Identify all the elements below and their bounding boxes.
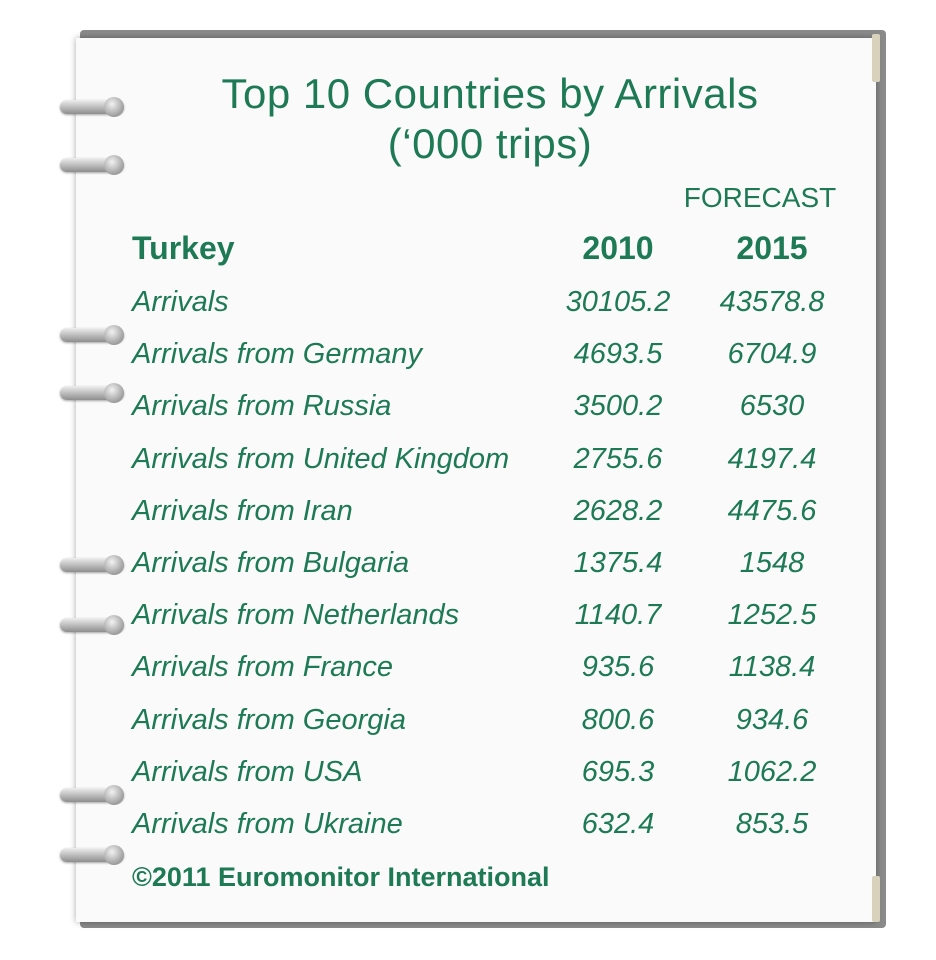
table-row: Arrivals from Russia 3500.2 6530 (0, 390, 936, 430)
row-label: Arrivals from Ukraine (132, 808, 403, 840)
notebook-page (76, 38, 876, 922)
row-label: Arrivals (132, 286, 229, 318)
value-2015: 4475.6 (727, 494, 817, 527)
row-label: Arrivals from United Kingdom (132, 442, 510, 475)
value-2010: 2755.6 (573, 442, 663, 475)
table-row: Arrivals from Bulgaria 1375.4 1548 (0, 547, 936, 587)
page-tab-top (872, 34, 880, 82)
table-row: Arrivals from United Kingdom 2755.6 4197.4 (0, 443, 936, 483)
row-label: Arrivals from Iran (132, 494, 353, 527)
source-credit: ©2011 Euromonitor International (132, 862, 550, 892)
row-label: Arrivals from Netherlands (132, 599, 460, 632)
value-2010: 935.6 (581, 651, 655, 684)
chart-title: Top 10 Countries by Arrivals (221, 70, 759, 117)
binder-ring-8 (60, 845, 124, 865)
binder-ring-5 (60, 555, 124, 575)
value-2015: 4197.4 (727, 442, 817, 475)
value-2015: 43578.8 (719, 286, 825, 318)
binder-ring-3 (60, 325, 124, 345)
row-label: Arrivals from France (132, 651, 394, 684)
value-2015: 1548 (739, 547, 805, 579)
table-row: Arrivals from France 935.6 1138.4 (0, 651, 936, 691)
value-2015: 1062.2 (727, 755, 817, 788)
table-row: Arrivals from Iran 2628.2 4475.6 (0, 495, 936, 535)
table-row: Arrivals from Netherlands 1140.7 1252.5 (0, 599, 936, 639)
value-2010: 800.6 (581, 703, 655, 736)
table-row: Arrivals from Germany 4693.5 6704.9 (0, 338, 936, 378)
page-tab-bottom (872, 876, 880, 922)
value-2010: 1375.4 (573, 547, 663, 579)
binder-ring-1 (60, 97, 124, 117)
table-row: Arrivals from USA 695.3 1062.2 (0, 756, 936, 796)
value-2010: 2628.2 (573, 494, 663, 527)
value-2015: 1252.5 (727, 599, 817, 632)
value-2015: 934.6 (735, 703, 809, 736)
header-2010: 2010 (582, 230, 654, 266)
row-label: Arrivals from Georgia (132, 703, 406, 736)
row-label: Arrivals from Germany (132, 338, 423, 371)
value-2010: 30105.2 (565, 286, 671, 318)
chart-subtitle: (‘000 trips) (387, 120, 593, 167)
binder-ring-2 (60, 155, 124, 175)
table-row: Arrivals 30105.2 43578.8 (0, 286, 936, 326)
value-2010: 1140.7 (574, 599, 662, 632)
row-label: Arrivals from Russia (132, 390, 392, 423)
value-2010: 3500.2 (573, 390, 663, 423)
value-2015: 6530 (739, 390, 805, 423)
header-country: Turkey (132, 230, 235, 266)
value-2010: 695.3 (581, 755, 655, 788)
value-2015: 853.5 (735, 808, 809, 840)
binder-ring-4 (60, 383, 124, 403)
binder-ring-6 (60, 615, 124, 635)
forecast-label: FORECAST (683, 182, 837, 213)
binder-ring-7 (60, 785, 124, 805)
table-row: Arrivals from Ukraine 632.4 853.5 (0, 808, 936, 848)
header-2015: 2015 (736, 230, 808, 266)
row-label: Arrivals from Bulgaria (132, 547, 410, 579)
value-2015: 1138.4 (728, 651, 816, 684)
value-2015: 6704.9 (727, 338, 817, 371)
value-2010: 632.4 (581, 808, 655, 840)
table-row: Arrivals from Georgia 800.6 934.6 (0, 704, 936, 744)
value-2010: 4693.5 (573, 338, 663, 371)
row-label: Arrivals from USA (132, 755, 363, 788)
